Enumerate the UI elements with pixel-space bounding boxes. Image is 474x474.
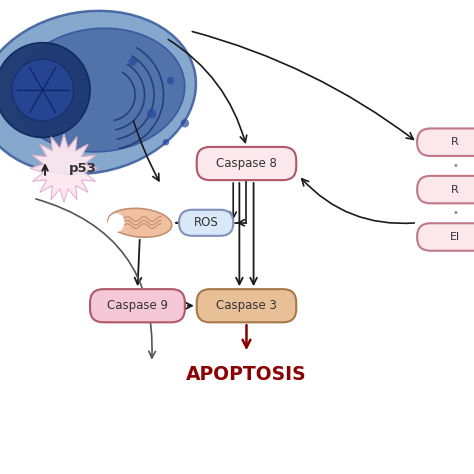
Ellipse shape [108,209,172,237]
Text: El: El [450,232,460,242]
Text: p53: p53 [69,162,97,175]
Circle shape [147,109,156,118]
FancyBboxPatch shape [417,223,474,251]
Text: •: • [452,208,458,219]
Text: R: R [451,137,459,147]
Text: Caspase 3: Caspase 3 [216,299,277,312]
FancyBboxPatch shape [417,128,474,156]
Ellipse shape [108,213,125,232]
Circle shape [167,77,174,84]
Text: APOPTOSIS: APOPTOSIS [186,365,307,384]
Text: •: • [452,161,458,171]
Circle shape [181,119,189,128]
FancyBboxPatch shape [179,210,233,236]
FancyBboxPatch shape [417,176,474,203]
Text: Caspase 9: Caspase 9 [107,299,168,312]
Text: Caspase 8: Caspase 8 [216,157,277,170]
Circle shape [128,57,137,66]
FancyBboxPatch shape [90,289,185,322]
Text: R: R [451,184,459,195]
Ellipse shape [12,59,73,121]
Ellipse shape [0,43,90,137]
Ellipse shape [14,28,185,152]
Circle shape [163,139,169,146]
FancyBboxPatch shape [197,289,296,322]
FancyBboxPatch shape [197,147,296,180]
Polygon shape [30,134,98,202]
Text: ROS: ROS [194,216,219,229]
Ellipse shape [0,11,196,174]
